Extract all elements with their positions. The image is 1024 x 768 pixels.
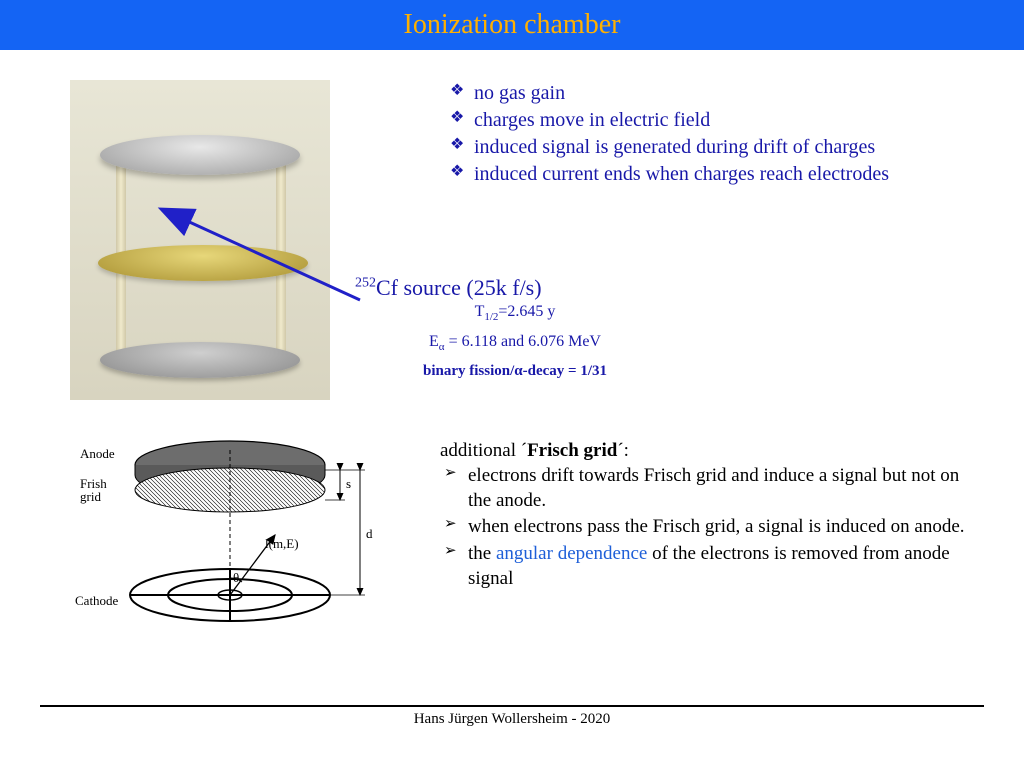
footer-text: Hans Jürgen Wollersheim - 2020 (414, 711, 611, 727)
source-isotope: 252Cf source (25k f/s) (355, 275, 675, 301)
list-item: the angular dependence of the electrons … (440, 542, 974, 591)
slide-body: no gas gain charges move in electric fie… (0, 50, 1024, 630)
svg-text:θ: θ (233, 570, 239, 585)
svg-text:s: s (346, 476, 351, 491)
angular-dependence-link: angular dependence (496, 543, 647, 564)
svg-text:Frishgrid: Frishgrid (80, 476, 107, 504)
source-caption: 252Cf source (25k f/s) T1/2=2.645 y Eα =… (355, 275, 675, 380)
bottom-row: Anode Frishgrid Cathode s d l(m,E) θ add… (70, 430, 974, 630)
frisch-diagram: Anode Frishgrid Cathode s d l(m,E) θ (70, 430, 400, 630)
svg-text:Cathode: Cathode (75, 593, 119, 608)
list-item: induced current ends when charges reach … (450, 161, 889, 188)
source-halflife: T1/2=2.645 y (355, 303, 675, 323)
chamber-photo (70, 80, 330, 400)
list-item: electrons drift towards Frisch grid and … (440, 464, 974, 513)
slide-title: Ionization chamber (404, 9, 621, 41)
frisch-heading: additional ´Frisch grid´: (440, 440, 974, 462)
title-bar: Ionization chamber (0, 0, 1024, 50)
isotope-text: Cf source (25k f/s) (376, 275, 542, 300)
frisch-description: additional ´Frisch grid´: electrons drif… (440, 440, 974, 630)
isotope-mass: 252 (355, 276, 376, 291)
source-ratio: binary fission/α-decay = 1/31 (355, 363, 675, 380)
svg-text:d: d (366, 526, 373, 541)
list-item: when electrons pass the Frisch grid, a s… (440, 515, 974, 540)
svg-text:Anode: Anode (80, 446, 115, 461)
frisch-points: electrons drift towards Frisch grid and … (440, 464, 974, 591)
list-item: charges move in electric field (450, 107, 889, 134)
footer: Hans Jürgen Wollersheim - 2020 (40, 705, 984, 728)
list-item: induced signal is generated during drift… (450, 134, 889, 161)
list-item: no gas gain (450, 80, 889, 107)
svg-text:l(m,E): l(m,E) (265, 536, 299, 551)
source-energy: Eα = 6.118 and 6.076 MeV (355, 333, 675, 353)
